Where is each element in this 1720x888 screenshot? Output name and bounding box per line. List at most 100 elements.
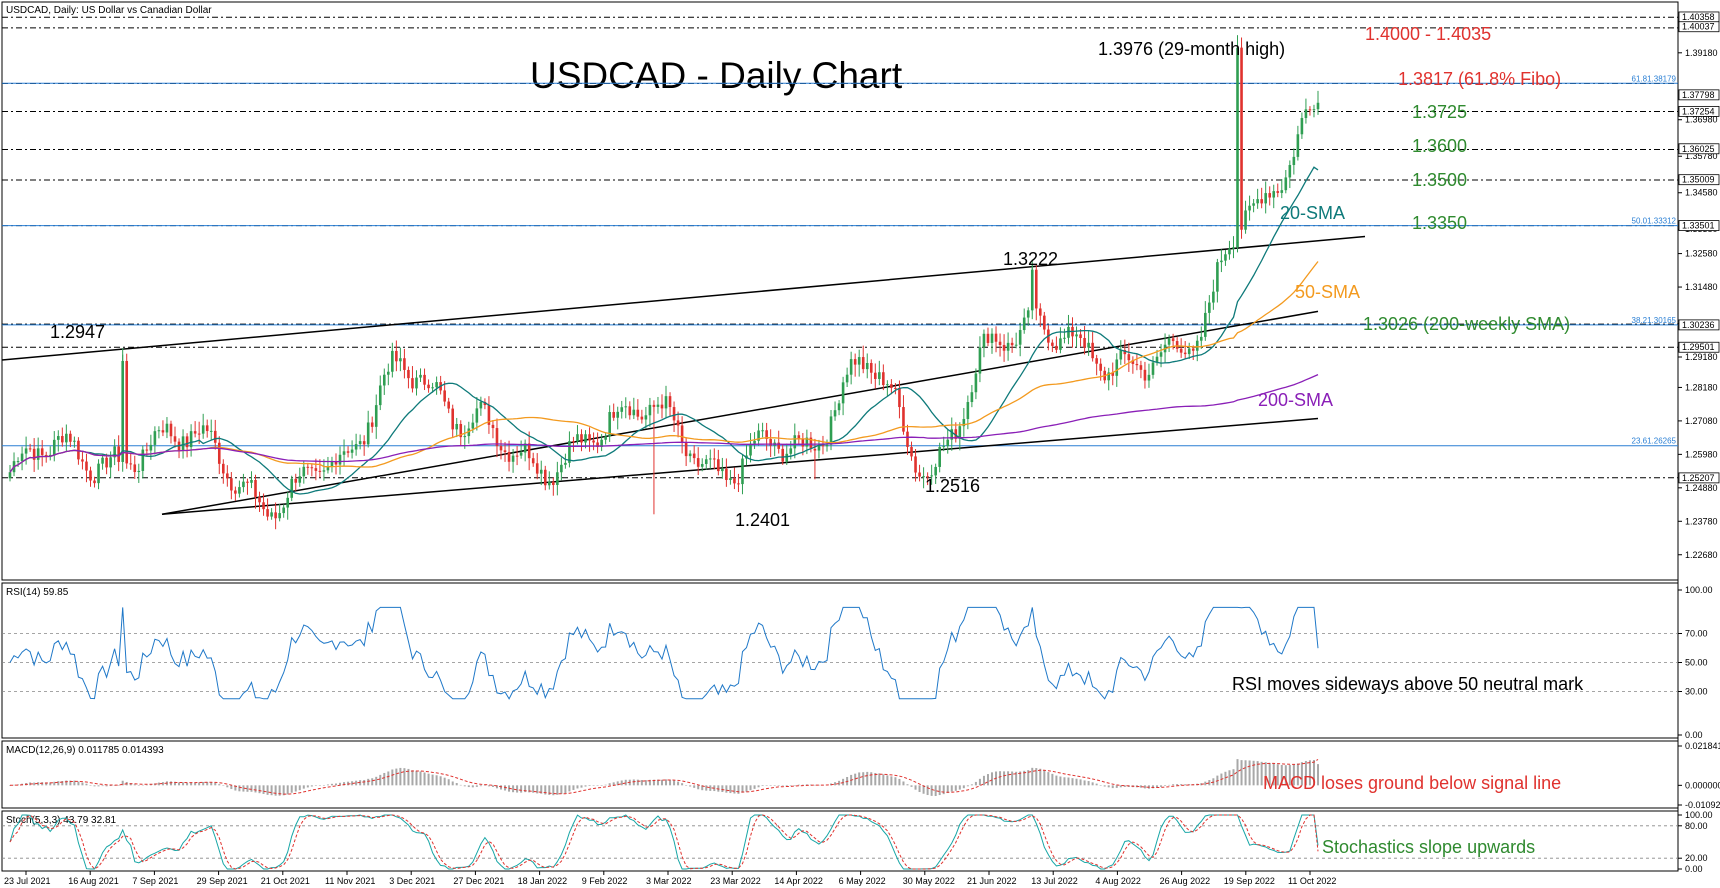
macd-bar — [697, 785, 700, 790]
panel-tick-label: 0.00 — [1685, 730, 1703, 740]
candle-body — [733, 478, 736, 484]
moving-averages — [9, 166, 1319, 495]
macd-bar — [701, 785, 704, 791]
level-label-1-3725: 1.3725 — [1412, 102, 1467, 122]
price-marker-box — [1678, 143, 1720, 155]
macd-bar — [326, 784, 329, 786]
macd-bar — [1051, 773, 1054, 786]
candle-body — [302, 466, 306, 477]
candle-body — [16, 461, 20, 463]
macd-bar — [660, 779, 663, 786]
candle-body — [902, 407, 905, 432]
macd-bar — [318, 785, 321, 786]
macd-bar — [383, 772, 386, 786]
macd-bar — [1059, 776, 1062, 786]
candle-body — [1127, 354, 1131, 361]
macd-bar — [455, 783, 458, 786]
candle-body — [105, 457, 108, 468]
macd-bar — [1284, 765, 1287, 786]
candle-body — [1272, 191, 1276, 198]
candle-body — [809, 437, 813, 449]
macd-bar — [254, 785, 257, 793]
date-tick-label: 3 Mar 2022 — [646, 876, 692, 886]
macd-bar — [1023, 770, 1026, 786]
macd-bar — [616, 781, 619, 786]
candle-body — [1252, 203, 1255, 206]
price-marker-label: 1.33501 — [1682, 221, 1715, 231]
candle-body — [121, 360, 124, 462]
candle-body — [1268, 193, 1272, 198]
sma20-line — [9, 166, 1319, 495]
candle-body — [523, 443, 527, 453]
candle-body — [990, 333, 994, 343]
macd-bar — [65, 780, 68, 786]
candle-body — [1195, 340, 1199, 351]
macd-bar — [1123, 785, 1126, 787]
macd-bar — [1308, 760, 1311, 786]
candle-body — [20, 453, 24, 462]
candle-body — [837, 403, 841, 411]
macd-bar — [781, 785, 784, 786]
candle-body — [222, 463, 225, 474]
macd-bar — [1111, 785, 1114, 789]
candle-body — [704, 459, 708, 464]
candle-body — [1216, 262, 1219, 292]
candle-body — [785, 453, 789, 462]
price-tick-label: 1.23780 — [1685, 516, 1718, 526]
candle-body — [40, 448, 44, 455]
macd-bar — [1176, 784, 1179, 786]
macd-bar — [878, 773, 881, 786]
price-tick-label: 1.27080 — [1685, 416, 1718, 426]
macd-bar — [777, 785, 780, 786]
candle-body — [668, 396, 672, 408]
fibo-label: 50.01.33312 — [1632, 217, 1677, 226]
candle-body — [1034, 269, 1038, 309]
macd-bar — [1095, 783, 1098, 786]
candle-body — [258, 496, 261, 503]
macd-bar — [1019, 771, 1022, 786]
macd-bar — [604, 784, 607, 786]
candle-body — [676, 420, 680, 426]
candle-body — [1083, 338, 1086, 348]
candle-body — [1179, 348, 1183, 353]
candle-body — [688, 453, 692, 457]
candle-body — [459, 423, 463, 438]
candle-body — [1022, 317, 1026, 331]
price-marker-label: 1.29501 — [1682, 342, 1715, 352]
candle-body — [28, 448, 32, 450]
price-tick-label: 1.25980 — [1685, 449, 1718, 459]
candle-body — [829, 416, 833, 445]
macd-bar — [471, 785, 474, 788]
candle-body — [1228, 248, 1231, 255]
macd-bar — [427, 773, 430, 786]
candle-body — [185, 436, 189, 448]
candles — [8, 35, 1320, 530]
candle-body — [1280, 190, 1284, 193]
candle-body — [636, 409, 640, 417]
candle-body — [230, 478, 233, 491]
macd-bar — [1268, 762, 1271, 786]
candle-body — [391, 350, 394, 372]
candle-body — [966, 402, 970, 419]
fibo-label: 23.61.26265 — [1632, 437, 1677, 446]
macd-bar — [1151, 785, 1154, 789]
candle-body — [672, 407, 676, 421]
trendline — [161, 417, 1319, 516]
macd-bar — [399, 767, 402, 786]
macd-bar — [918, 785, 921, 793]
macd-bar — [403, 768, 406, 786]
candle-body — [560, 464, 563, 473]
candle-body — [338, 454, 342, 465]
candle-body — [1111, 372, 1115, 376]
macd-bar — [447, 779, 450, 786]
candle-body — [910, 446, 913, 457]
stoch-main-line — [9, 814, 1319, 870]
candle-body — [1018, 330, 1022, 345]
macd-bar — [198, 782, 201, 786]
date-tick-label: 27 Dec 2021 — [453, 876, 504, 886]
macd-bar — [797, 784, 800, 786]
macd-bar — [1288, 764, 1291, 786]
macd-bar — [1317, 764, 1319, 786]
candle-body — [310, 467, 314, 469]
candle-body — [69, 433, 72, 442]
